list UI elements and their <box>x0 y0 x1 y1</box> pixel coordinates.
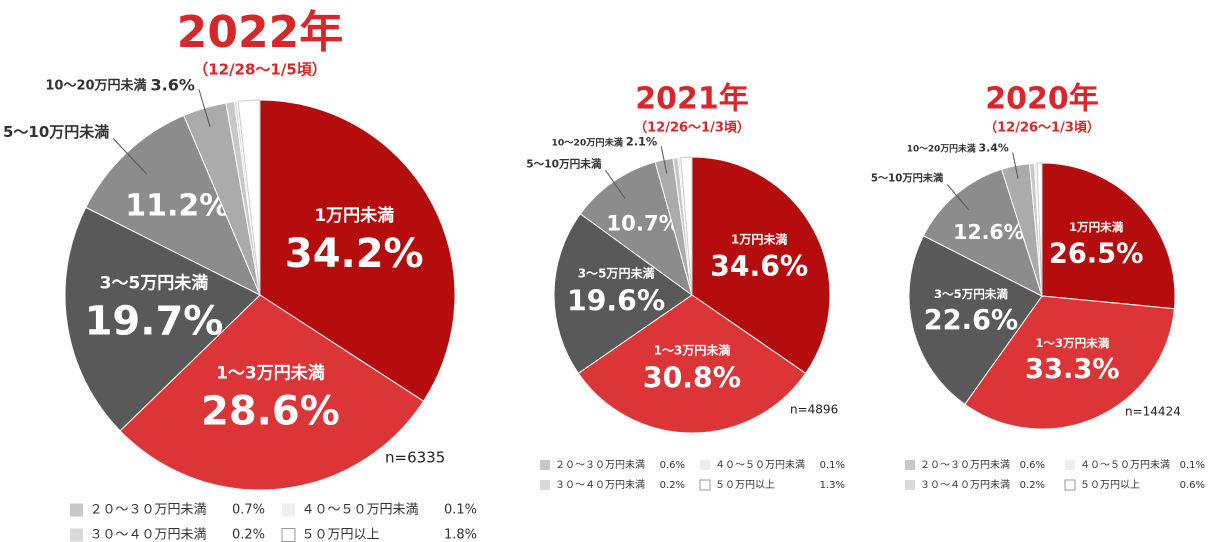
legend-value: 0.1% <box>820 460 845 471</box>
legend-swatch <box>699 479 711 491</box>
legend-value: 0.7% <box>232 503 265 518</box>
pie-slice <box>908 235 1043 405</box>
legend-label: ４０〜５０万円未満 <box>302 503 419 518</box>
legend-value: 0.2% <box>660 480 685 491</box>
legend-value: 1.3% <box>820 480 845 491</box>
legend-value: 0.6% <box>1020 460 1045 471</box>
sample-size: n=6335 <box>385 449 445 467</box>
legend-value: 0.2% <box>1020 480 1045 491</box>
leader-line <box>198 89 211 127</box>
slice-category: 10〜20万円未満 <box>551 136 623 148</box>
slice-value: 2.1% <box>626 134 657 148</box>
slice-value: 3.6% <box>151 75 195 94</box>
slice-value: 11.2% <box>125 188 229 223</box>
chart-title: 2020年 <box>985 82 1099 117</box>
slice-value: 28.6% <box>201 389 340 435</box>
legend-swatch <box>905 460 915 470</box>
legend-value: 1.8% <box>444 528 477 542</box>
legend-value: 0.2% <box>232 528 265 542</box>
slice-category: 1万円未満 <box>314 205 394 226</box>
slice-category: 1万円未満 <box>731 231 787 246</box>
legend-label: ３０〜４０万円未満 <box>90 528 207 542</box>
pie-slice <box>577 294 807 434</box>
pie-slice <box>691 156 831 374</box>
legend-label: ５０万円以上 <box>715 479 775 491</box>
pie-slice <box>553 213 693 374</box>
legend-swatch <box>700 460 710 470</box>
legend-swatch <box>540 480 550 490</box>
legend-label: ４０〜５０万円未満 <box>715 459 805 471</box>
sample-size: n=14424 <box>1125 405 1181 419</box>
slice-category: 1万円未満 <box>1069 220 1124 234</box>
slice-label: 10〜20万円未満 3.6% <box>45 75 195 94</box>
leader-line <box>112 138 147 175</box>
slice-category: 5〜10万円未満 <box>3 123 109 141</box>
legend-swatch <box>70 528 83 542</box>
slice-value: 12.6% <box>953 220 1024 244</box>
slice-value: 19.7% <box>85 298 224 344</box>
legend-label: ２０〜３０万円未満 <box>555 459 645 471</box>
legend-swatch <box>281 528 296 542</box>
chart-subtitle: （12/26〜1/3頃） <box>984 120 1100 136</box>
slice-value: 33.3% <box>1025 354 1120 385</box>
legend-label: ３０〜４０万円未満 <box>555 479 645 491</box>
pie-slice <box>259 99 456 402</box>
pie-slice <box>1041 162 1176 310</box>
chart-title: 2021年 <box>635 82 749 117</box>
legend-label: ２０〜３０万円未満 <box>90 503 207 518</box>
slice-category: 5〜10万円未満 <box>526 157 602 170</box>
slice-category: 3〜5万円未満 <box>578 266 655 281</box>
slice-value: 3.4% <box>979 142 1009 155</box>
legend-label: ５０万円以上 <box>302 528 380 542</box>
leader-line <box>660 146 668 174</box>
legend-swatch <box>905 480 915 490</box>
legend-value: 0.6% <box>660 460 685 471</box>
pie-slice <box>1036 162 1043 297</box>
slice-value: 22.6% <box>924 305 1019 336</box>
slice-label: 10〜20万円未満 3.4% <box>907 142 1009 155</box>
legend-label: ４０〜５０万円未満 <box>1080 459 1170 471</box>
pie-slice <box>64 206 261 432</box>
pie-slice <box>237 99 261 296</box>
legend-swatch <box>1064 479 1076 491</box>
slice-category: 3〜5万円未満 <box>934 287 1008 301</box>
legend-label: ３０〜４０万円未満 <box>920 479 1010 491</box>
slice-value: 34.6% <box>710 250 808 283</box>
slice-category: 3〜5万円未満 <box>100 272 209 293</box>
pie-slice <box>964 295 1175 430</box>
slice-category: 10〜20万円未満 <box>907 142 976 154</box>
legend-label: ５０万円以上 <box>1080 479 1140 491</box>
slice-category: 5〜10万円未満 <box>871 172 943 185</box>
chart-subtitle: （12/26〜1/3頃） <box>634 120 750 136</box>
slice-value: 10.7% <box>606 212 680 237</box>
legend-swatch <box>70 503 83 517</box>
legend-label: ２０〜３０万円未満 <box>920 459 1010 471</box>
slice-label: 10〜20万円未満 2.1% <box>551 134 657 148</box>
legend-swatch <box>1065 460 1075 470</box>
legend-value: 0.6% <box>1180 480 1205 491</box>
pie-slice <box>119 294 425 491</box>
legend-value: 0.1% <box>444 503 477 518</box>
leader-line <box>946 184 970 211</box>
leader-line <box>1012 152 1019 179</box>
slice-category: 1〜3万円未満 <box>654 343 731 358</box>
leader-line <box>605 169 626 199</box>
slice-category: 10〜20万円未満 <box>45 77 146 93</box>
slice-value: 26.5% <box>1049 238 1144 269</box>
legend-value: 0.1% <box>1180 460 1205 471</box>
chart-subtitle: （12/28〜1/5頃） <box>193 61 327 79</box>
slice-category: 1〜3万円未満 <box>1035 336 1109 350</box>
legend-swatch <box>282 503 295 517</box>
slice-value: 19.6% <box>567 285 665 318</box>
sample-size: n=4896 <box>790 403 838 417</box>
slice-value: 34.2% <box>285 231 424 277</box>
pie-slice <box>680 156 693 296</box>
slice-value: 30.8% <box>643 361 741 394</box>
chart-title: 2022年 <box>177 7 343 58</box>
legend-swatch <box>540 460 550 470</box>
slice-category: 1〜3万円未満 <box>216 363 325 384</box>
